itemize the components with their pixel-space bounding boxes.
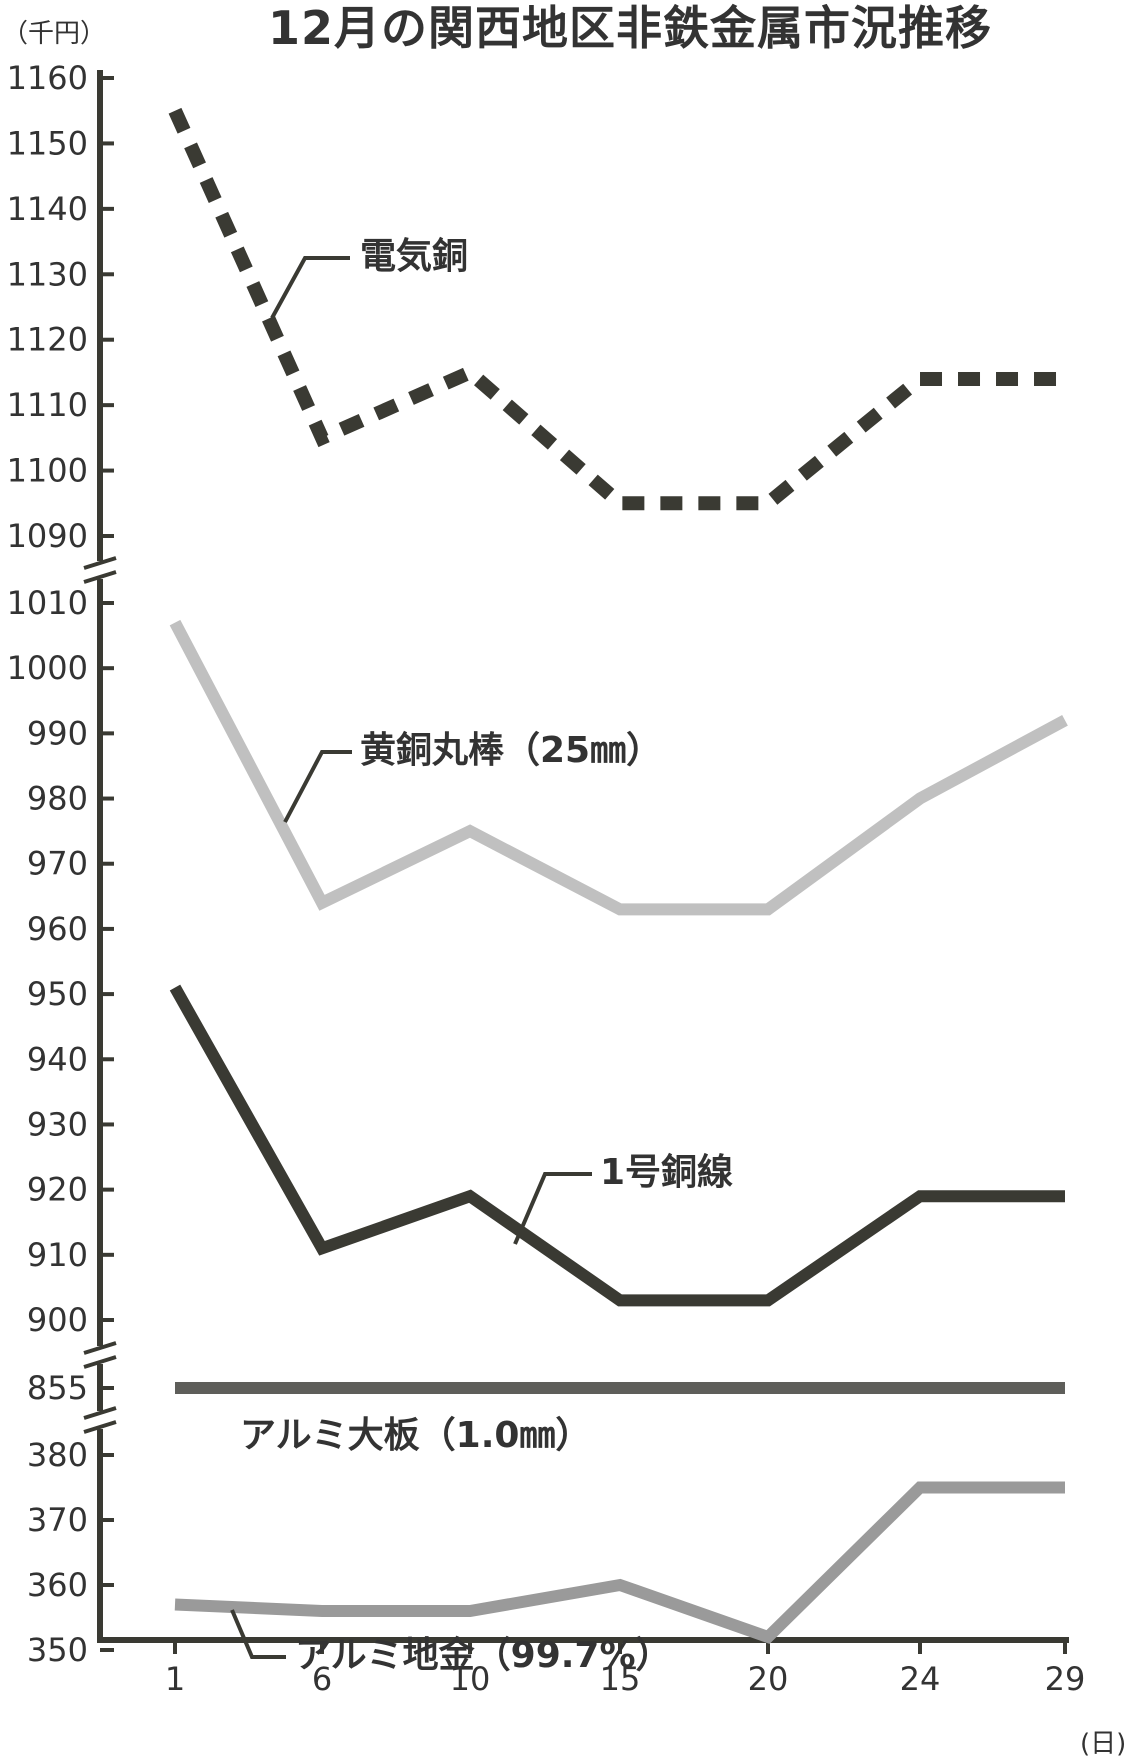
series-label: 黄銅丸棒（25㎜） [360, 729, 662, 771]
y-tick-label: 1090 [7, 517, 88, 555]
x-tick-label: 20 [748, 1660, 789, 1698]
axis-break-mark [83, 1355, 117, 1369]
series-label: アルミ地金（99.7%） [295, 1634, 672, 1676]
y-tick-label: 380 [27, 1436, 88, 1474]
y-tick-label: 940 [27, 1040, 88, 1078]
y-tick-label: 930 [27, 1105, 88, 1143]
series-label: 電気銅 [360, 235, 468, 277]
y-tick-label: 1160 [7, 59, 88, 97]
series-label: アルミ大板（1.0㎜） [240, 1415, 591, 1456]
y-tick-label: 920 [27, 1171, 88, 1209]
series-label: 1号銅線 [600, 1151, 733, 1193]
series-line [169, 984, 1065, 1307]
x-tick-label: 6 [312, 1660, 332, 1698]
y-tick-label: 980 [27, 780, 88, 818]
x-unit-label: (日) [1080, 1729, 1126, 1758]
y-tick-label: 360 [27, 1566, 88, 1604]
x-tick-label: 1 [165, 1660, 185, 1698]
y-unit-label: （千円） [2, 19, 106, 49]
label-leader-line [283, 750, 352, 823]
x-tick-label: 24 [900, 1660, 941, 1698]
series-line [169, 619, 1068, 916]
x-tick-label: 15 [600, 1660, 641, 1698]
series-line [168, 107, 1065, 511]
axis-break-mark [83, 1406, 117, 1420]
y-tick-label: 1150 [7, 124, 88, 162]
y-tick-label: 1000 [7, 649, 88, 687]
y-tick-label: 1120 [7, 321, 88, 359]
x-tick-label: 10 [450, 1660, 491, 1698]
y-tick-label: 370 [27, 1501, 88, 1539]
y-tick-label: 1100 [7, 452, 88, 490]
y-tick-label: 900 [27, 1301, 88, 1339]
label-leader-line [230, 1609, 286, 1659]
y-tick-label: 1130 [7, 255, 88, 293]
series-line [174, 1481, 1065, 1644]
chart-title: 12月の関西地区非鉄金属市況推移 [268, 1, 992, 55]
y-tick-label: 960 [27, 910, 88, 948]
y-tick-label: 970 [27, 845, 88, 883]
x-tick-label: 29 [1045, 1660, 1086, 1698]
label-leader-line [513, 1172, 592, 1245]
y-tick-label: 1140 [7, 190, 88, 228]
series-lines [168, 107, 1068, 1644]
axes [83, 70, 1069, 1643]
label-leader-line [270, 256, 350, 319]
y-tick-label: 1010 [7, 584, 88, 622]
axis-break-mark [83, 1420, 117, 1434]
axis-break-mark [83, 556, 117, 570]
y-tick-label: 855 [27, 1369, 88, 1407]
axis-break-mark [83, 1341, 117, 1355]
axis-break-mark [83, 570, 117, 584]
x-ticks: 1 6 10 15 20 24 29 [165, 1640, 1086, 1698]
y-ticks: 1090 1100 1110 1120 1130 1140 1150 1160 900 910 92… [7, 59, 114, 1669]
y-tick-label: 950 [27, 975, 88, 1013]
label-leaders [230, 256, 592, 1659]
y-tick-label: 1110 [7, 386, 88, 424]
y-tick-label: 910 [27, 1236, 88, 1274]
y-tick-label: 990 [27, 714, 88, 752]
y-tick-label: 350 [27, 1631, 88, 1669]
